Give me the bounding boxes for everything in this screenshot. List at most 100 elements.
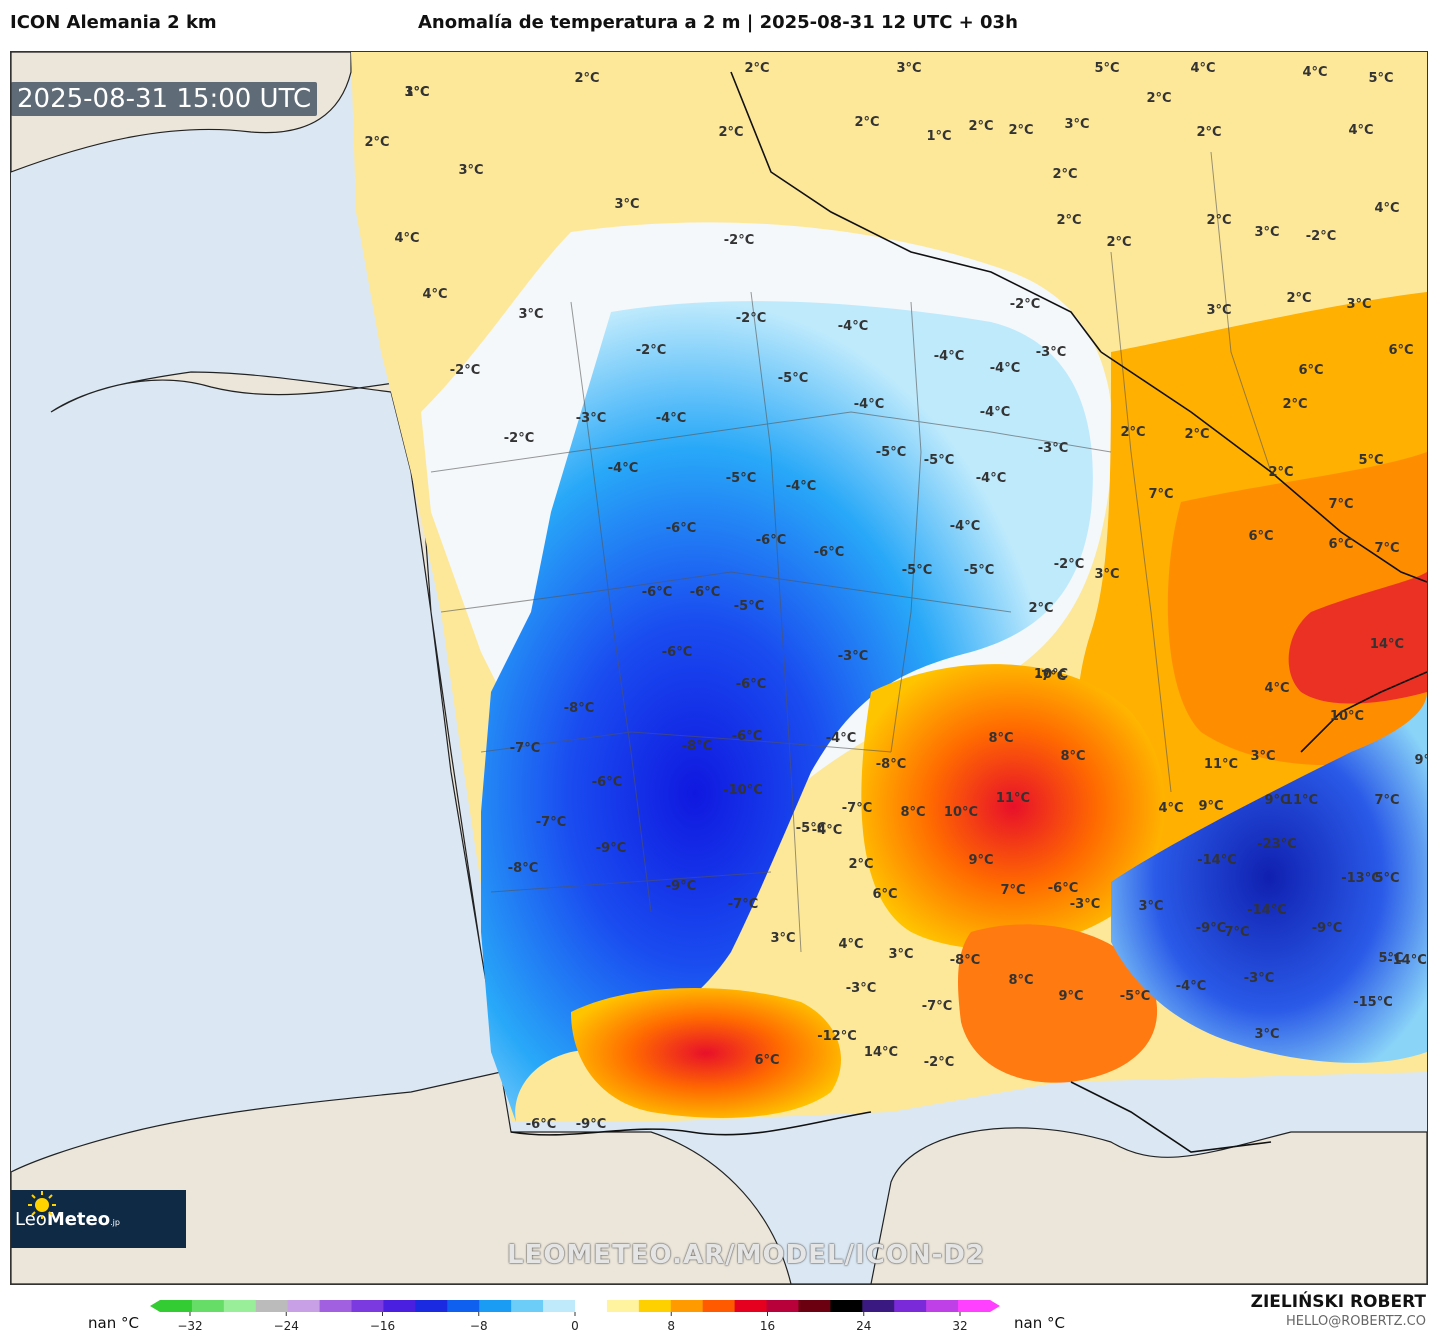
- temperature-label: 2°C: [1120, 425, 1145, 440]
- author-name: ZIELIŃSKI ROBERT: [1250, 1292, 1426, 1312]
- temperature-label: 6°C: [872, 887, 897, 902]
- national-borders: [510, 71, 1427, 1153]
- temperature-label: 5°C: [1358, 453, 1383, 468]
- temperature-label: 2°C: [1106, 235, 1131, 250]
- temperature-label: -3°C: [838, 649, 868, 664]
- temperature-label: -4°C: [1176, 979, 1206, 994]
- temperature-label: -10°C: [723, 783, 763, 798]
- temperature-label: 8°C: [1060, 749, 1085, 764]
- legend-color-step: [575, 1300, 608, 1312]
- temperature-label: -5°C: [876, 445, 906, 460]
- legend-color-step: [447, 1300, 480, 1312]
- legend-tick-label: −32: [177, 1319, 202, 1333]
- temperature-label: 2°C: [1052, 167, 1077, 182]
- temperature-label: 4°C: [1190, 61, 1215, 76]
- temperature-label: 3°C: [1138, 899, 1163, 914]
- legend-color-step: [958, 1300, 991, 1312]
- temperature-label: 5°C: [1374, 871, 1399, 886]
- temperature-label: 5°C: [1368, 71, 1393, 86]
- source-watermark: LEOMETEO.AR/MODEL/ICON-D2: [507, 1240, 986, 1270]
- sun-icon: [28, 1191, 56, 1219]
- temperature-label: -4°C: [838, 319, 868, 334]
- temperature-label: 2°C: [1028, 601, 1053, 616]
- temperature-label: 4°C: [838, 937, 863, 952]
- temperature-label: 2°C: [1268, 465, 1293, 480]
- temperature-label: -5°C: [1120, 989, 1150, 1004]
- legend-color-step: [351, 1300, 384, 1312]
- legend-color-step: [543, 1300, 576, 1312]
- temperature-label: 6°C: [1328, 537, 1353, 552]
- temperature-label: -7°C: [536, 815, 566, 830]
- temperature-label: 4°C: [1374, 201, 1399, 216]
- temperature-label: -5°C: [964, 563, 994, 578]
- temperature-label: 6°C: [1248, 529, 1273, 544]
- temperature-anomaly-map[interactable]: 1°C 2°C 2°C 3°C 2°C 3°C 4°C 4°C 3°C -2°C 2°C 3°C 5°C…: [10, 51, 1428, 1285]
- legend-color-step: [862, 1300, 895, 1312]
- temperature-label: 6°C: [1298, 363, 1323, 378]
- temperature-label: -2°C: [450, 363, 480, 378]
- temperature-labels: 1°C 2°C 2°C 3°C 2°C 3°C 4°C 4°C 3°C -2°C 2°C 3°C 5°C…: [364, 61, 1427, 1132]
- legend-tick-label: 0: [571, 1319, 579, 1333]
- temperature-label: 2°C: [574, 71, 599, 86]
- temperature-label: -3°C: [846, 981, 876, 996]
- legend-tick-label: 8: [667, 1319, 675, 1333]
- map-canvas: 1°C 2°C 2°C 3°C 2°C 3°C 4°C 4°C 3°C -2°C 2°C 3°C 5°C…: [11, 52, 1427, 1284]
- alps-cold-region: [1111, 692, 1427, 1063]
- temperature-label: -6°C: [666, 521, 696, 536]
- logo-text: LeoMeteo.jp: [15, 1209, 120, 1230]
- legend-high-arrow: [990, 1300, 1000, 1312]
- temperature-label: 9°C: [1414, 753, 1427, 768]
- temperature-label: 4°C: [1264, 681, 1289, 696]
- temperature-label: 2°C: [364, 135, 389, 150]
- temperature-label: -2°C: [636, 343, 666, 358]
- temperature-label: -6°C: [526, 1117, 556, 1132]
- temperature-label: -23°C: [1257, 837, 1297, 852]
- author-credit: ZIELIŃSKI ROBERT HELLO@ROBERTZ.CO: [1251, 1292, 1426, 1329]
- temperature-label: -4°C: [656, 411, 686, 426]
- temperature-label: 1°C: [404, 85, 429, 100]
- temperature-label: -6°C: [690, 585, 720, 600]
- warm-anomaly-pyrenees: [571, 988, 841, 1118]
- temperature-label: -4°C: [608, 461, 638, 476]
- temperature-label: 9°C: [1058, 989, 1083, 1004]
- temperature-label: -9°C: [1196, 921, 1226, 936]
- temperature-label: 3°C: [458, 163, 483, 178]
- legend-color-step: [798, 1300, 831, 1312]
- temperature-label: 6°C: [754, 1053, 779, 1068]
- temperature-label: -6°C: [814, 545, 844, 560]
- temperature-label: 2°C: [1056, 213, 1081, 228]
- temperature-label: -6°C: [756, 533, 786, 548]
- legend-color-step: [606, 1300, 640, 1312]
- temperature-label: -6°C: [1048, 881, 1078, 896]
- temperature-label: 11°C: [996, 791, 1030, 806]
- temperature-label: 2°C: [1282, 397, 1307, 412]
- temperature-label: 4°C: [394, 231, 419, 246]
- legend-colorbar: −32 −24 −16 −8 0 8 16 24 32: [150, 1300, 1000, 1333]
- legend-tick-label: 32: [952, 1319, 967, 1333]
- temperature-label: 3°C: [1254, 225, 1279, 240]
- legend-color-step: [926, 1300, 959, 1312]
- temperature-label: -4°C: [786, 479, 816, 494]
- temperature-label: 7°C: [1000, 883, 1025, 898]
- temperature-label: 8°C: [1008, 973, 1033, 988]
- temperature-label: 1°C: [926, 129, 951, 144]
- legend-color-step: [511, 1300, 544, 1312]
- temperature-label: -5°C: [924, 453, 954, 468]
- temperature-label: 4°C: [1348, 123, 1373, 138]
- valid-time-badge: 2025-08-31 15:00 UTC: [11, 82, 318, 116]
- leometeo-logo[interactable]: LeoMeteo.jp: [11, 1190, 186, 1248]
- temperature-label: 2°C: [1206, 213, 1231, 228]
- legend-low-arrow: [150, 1300, 160, 1312]
- temperature-label: -8°C: [508, 861, 538, 876]
- temperature-label: -14°C: [1387, 953, 1427, 968]
- temperature-label: -12°C: [817, 1029, 857, 1044]
- map-title: Anomalía de temperatura a 2 m | 2025-08-…: [418, 12, 1018, 33]
- temperature-label: -2°C: [924, 1055, 954, 1070]
- author-email[interactable]: HELLO@ROBERTZ.CO: [1285, 1314, 1426, 1329]
- model-name: ICON Alemania 2 km: [10, 12, 217, 33]
- legend-tick-label: −8: [470, 1319, 488, 1333]
- temperature-label: 14°C: [1370, 637, 1404, 652]
- temperature-label: 7°C: [1374, 793, 1399, 808]
- temperature-label: -2°C: [736, 311, 766, 326]
- temperature-label: 9°C: [968, 853, 993, 868]
